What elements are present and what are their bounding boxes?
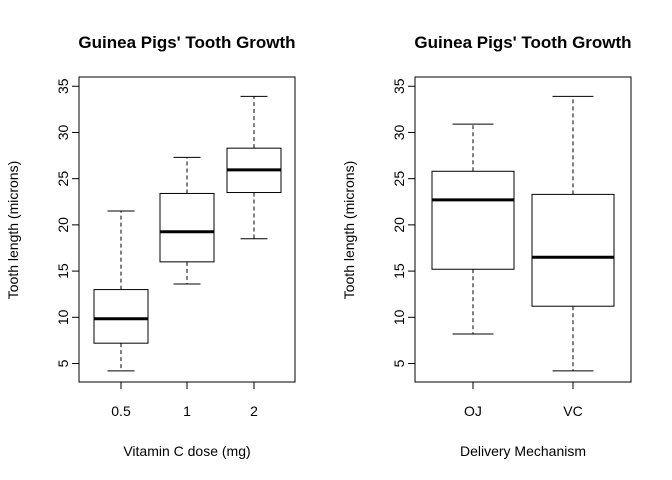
y-tick-label: 20 <box>391 217 407 233</box>
y-axis-label: Tooth length (microns) <box>5 161 21 300</box>
chart-title: Guinea Pigs' Tooth Growth <box>414 33 631 52</box>
box-0-5 <box>93 210 149 372</box>
box-2 <box>226 95 282 240</box>
y-tick-label: 20 <box>55 217 71 233</box>
y-tick-label: 25 <box>55 171 71 187</box>
y-tick-label: 10 <box>55 309 71 325</box>
box-oj <box>431 123 515 335</box>
iqr-box <box>159 192 215 263</box>
y-tick-label: 10 <box>391 309 407 325</box>
box-vc <box>531 95 615 372</box>
x-tick-label: 0.5 <box>111 403 131 419</box>
iqr-box <box>431 170 515 270</box>
delivery-boxplot-panel: Guinea Pigs' Tooth Growth Delivery Mecha… <box>341 33 632 459</box>
x-tick-label: VC <box>563 403 582 419</box>
x-tick-label: 2 <box>250 403 258 419</box>
x-tick-label: 1 <box>183 403 191 419</box>
y-tick-label: 15 <box>55 263 71 279</box>
plot-frame <box>78 76 296 383</box>
y-tick-label: 30 <box>391 124 407 140</box>
y-tick-label: 35 <box>391 78 407 94</box>
chart-title: Guinea Pigs' Tooth Growth <box>78 33 295 52</box>
y-tick-label: 5 <box>391 359 407 367</box>
y-tick-label: 30 <box>55 124 71 140</box>
box-1 <box>159 156 215 285</box>
x-axis-label: Delivery Mechanism <box>460 443 586 459</box>
y-tick-label: 5 <box>55 359 71 367</box>
y-tick-label: 25 <box>391 171 407 187</box>
y-axis-label: Tooth length (microns) <box>341 161 357 300</box>
iqr-box <box>93 289 149 344</box>
x-tick-label: OJ <box>464 403 482 419</box>
dose-boxplot-panel: Guinea Pigs' Tooth Growth Vitamin C dose… <box>5 33 296 459</box>
plot-frame <box>414 76 632 383</box>
y-tick-label: 15 <box>391 263 407 279</box>
x-axis-label: Vitamin C dose (mg) <box>123 443 250 459</box>
iqr-box <box>531 193 615 307</box>
y-tick-label: 35 <box>55 78 71 94</box>
